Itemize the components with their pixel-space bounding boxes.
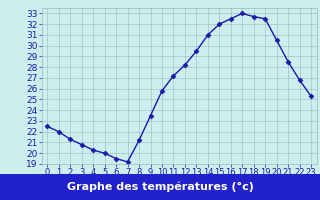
Text: Graphe des températures (°c): Graphe des températures (°c) [67,182,253,192]
